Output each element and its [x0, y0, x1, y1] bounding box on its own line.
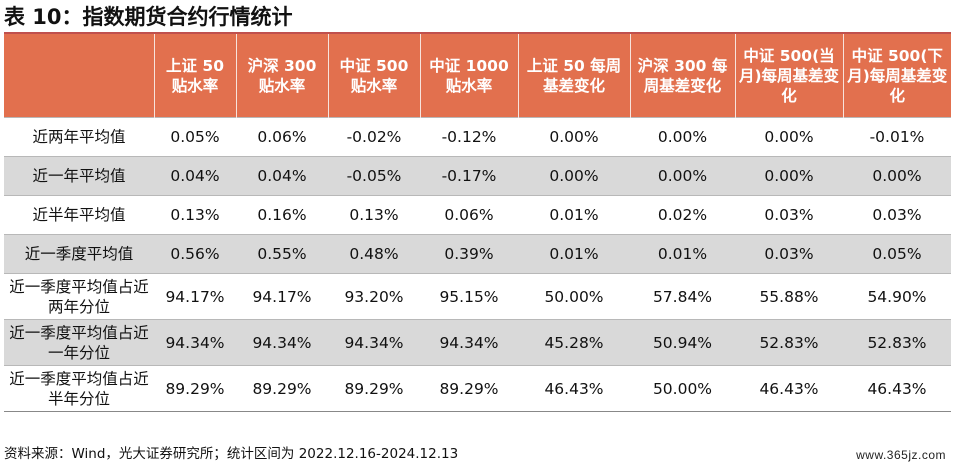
table-cell: 0.04%	[236, 156, 328, 196]
table-cell: 0.48%	[328, 234, 420, 274]
table-cell: 0.13%	[154, 195, 236, 235]
table-cell: 0.00%	[518, 117, 630, 157]
table-cell: -0.01%	[843, 117, 951, 157]
table-cell: 0.03%	[843, 195, 951, 235]
table-cell: 0.05%	[843, 234, 951, 274]
table-cell: 55.88%	[735, 273, 843, 320]
header-corner	[4, 34, 154, 118]
row-label: 近半年平均值	[4, 195, 154, 235]
table-cell: 0.13%	[328, 195, 420, 235]
table-cell: 0.01%	[630, 234, 735, 274]
header-cell: 沪深 300 每周基差变化	[629, 34, 735, 118]
row-label: 近一季度平均值占近两年分位	[4, 273, 154, 320]
table-cell: 46.43%	[843, 365, 951, 412]
header-cell: 中证 500(下月)每周基差变化	[842, 34, 951, 118]
source-note: 资料来源：Wind，光大证券研究所；统计区间为 2022.12.16-2024.…	[4, 446, 459, 462]
header-cell: 上证 50 贴水率	[153, 34, 236, 118]
table-row: 近一季度平均值 0.56% 0.55% 0.48% 0.39% 0.01% 0.…	[4, 234, 951, 274]
table-cell: 50.94%	[630, 319, 735, 366]
table-cell: 89.29%	[420, 365, 518, 412]
watermark: www.365jz.com	[856, 448, 946, 462]
table-cell: 46.43%	[518, 365, 630, 412]
table-cell: 0.06%	[236, 117, 328, 157]
row-label: 近一季度平均值占近一年分位	[4, 319, 154, 366]
table-title: 表 10：指数期货合约行情统计	[4, 5, 293, 29]
header-row: 上证 50 贴水率 沪深 300 贴水率 中证 500 贴水率 中证 1000 …	[4, 34, 951, 118]
table-cell: 94.34%	[154, 319, 236, 366]
table-cell: 0.00%	[630, 156, 735, 196]
table-cell: 95.15%	[420, 273, 518, 320]
table-cell: 89.29%	[328, 365, 420, 412]
header-cell: 中证 500(当月)每周基差变化	[734, 34, 843, 118]
table-cell: 54.90%	[843, 273, 951, 320]
futures-stats-table: 上证 50 贴水率 沪深 300 贴水率 中证 500 贴水率 中证 1000 …	[4, 34, 951, 412]
table-cell: 0.39%	[420, 234, 518, 274]
table-cell: 0.05%	[154, 117, 236, 157]
table-cell: 0.04%	[154, 156, 236, 196]
table-cell: 0.03%	[735, 234, 843, 274]
table-cell: 89.29%	[236, 365, 328, 412]
table-cell: 0.00%	[843, 156, 951, 196]
table-cell: 45.28%	[518, 319, 630, 366]
header-cell: 中证 500 贴水率	[327, 34, 420, 118]
table-cell: 0.01%	[518, 195, 630, 235]
table-cell: 94.17%	[236, 273, 328, 320]
table-cell: 52.83%	[735, 319, 843, 366]
table-cell: 0.02%	[630, 195, 735, 235]
table-row: 近一年平均值 0.04% 0.04% -0.05% -0.17% 0.00% 0…	[4, 156, 951, 196]
table-cell: 52.83%	[843, 319, 951, 366]
table-row: 近一季度平均值占近两年分位 94.17% 94.17% 93.20% 95.15…	[4, 273, 951, 320]
table-cell: 94.34%	[236, 319, 328, 366]
table-cell: 0.01%	[518, 234, 630, 274]
table-row: 近一季度平均值占近半年分位 89.29% 89.29% 89.29% 89.29…	[4, 365, 951, 412]
table-cell: -0.12%	[420, 117, 518, 157]
row-label: 近一季度平均值	[4, 234, 154, 274]
header-cell: 上证 50 每周基差变化	[517, 34, 630, 118]
table-cell: -0.05%	[328, 156, 420, 196]
table-cell: 0.56%	[154, 234, 236, 274]
table-cell: 0.03%	[735, 195, 843, 235]
row-label: 近一季度平均值占近半年分位	[4, 365, 154, 412]
table-cell: 50.00%	[518, 273, 630, 320]
table-cell: 0.06%	[420, 195, 518, 235]
table-cell: 94.34%	[328, 319, 420, 366]
header-cell: 中证 1000 贴水率	[419, 34, 518, 118]
table-cell: 94.17%	[154, 273, 236, 320]
table-cell: 94.34%	[420, 319, 518, 366]
table-cell: 0.00%	[630, 117, 735, 157]
table-cell: 93.20%	[328, 273, 420, 320]
table-cell: -0.17%	[420, 156, 518, 196]
table-cell: 89.29%	[154, 365, 236, 412]
table-row: 近两年平均值 0.05% 0.06% -0.02% -0.12% 0.00% 0…	[4, 117, 951, 157]
table-row: 近半年平均值 0.13% 0.16% 0.13% 0.06% 0.01% 0.0…	[4, 195, 951, 235]
title-divider	[4, 32, 951, 34]
table-row: 近一季度平均值占近一年分位 94.34% 94.34% 94.34% 94.34…	[4, 319, 951, 366]
table-cell: -0.02%	[328, 117, 420, 157]
table-cell: 46.43%	[735, 365, 843, 412]
row-label: 近一年平均值	[4, 156, 154, 196]
table-cell: 0.00%	[735, 117, 843, 157]
table-cell: 0.00%	[735, 156, 843, 196]
table-cell: 50.00%	[630, 365, 735, 412]
table-cell: 57.84%	[630, 273, 735, 320]
table-cell: 0.55%	[236, 234, 328, 274]
table-cell: 0.00%	[518, 156, 630, 196]
header-cell: 沪深 300 贴水率	[235, 34, 328, 118]
table-cell: 0.16%	[236, 195, 328, 235]
row-label: 近两年平均值	[4, 117, 154, 157]
